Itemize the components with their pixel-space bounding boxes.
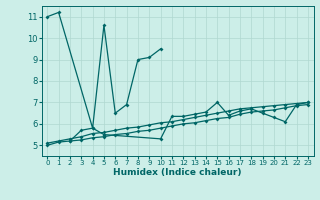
X-axis label: Humidex (Indice chaleur): Humidex (Indice chaleur) — [113, 168, 242, 177]
